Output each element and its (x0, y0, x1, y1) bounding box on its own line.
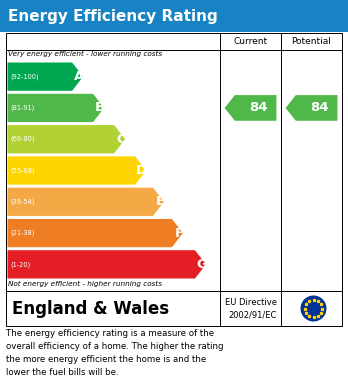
Text: Energy Efficiency Rating: Energy Efficiency Rating (8, 9, 218, 23)
Text: D: D (136, 164, 147, 177)
Text: (21-38): (21-38) (10, 230, 35, 236)
Polygon shape (8, 156, 146, 185)
Text: Potential: Potential (292, 37, 331, 46)
Text: G: G (196, 258, 207, 271)
Text: (81-91): (81-91) (10, 105, 35, 111)
Polygon shape (8, 188, 164, 216)
Circle shape (301, 296, 326, 321)
Text: The energy efficiency rating is a measure of the
overall efficiency of a home. T: The energy efficiency rating is a measur… (6, 329, 223, 377)
Bar (6, 33, 342, 291)
Text: B: B (95, 101, 105, 115)
Text: (69-80): (69-80) (10, 136, 35, 142)
Text: (39-54): (39-54) (10, 199, 35, 205)
Bar (0, 0, 348, 32)
Text: C: C (117, 133, 126, 146)
Text: Very energy efficient - lower running costs: Very energy efficient - lower running co… (8, 51, 162, 57)
Text: F: F (175, 226, 184, 240)
Text: EU Directive
2002/91/EC: EU Directive 2002/91/EC (225, 298, 277, 319)
Text: E: E (156, 195, 165, 208)
Text: (92-100): (92-100) (10, 74, 39, 80)
Polygon shape (8, 250, 206, 278)
Text: A: A (74, 70, 84, 83)
Polygon shape (8, 63, 83, 91)
Text: Current: Current (234, 37, 268, 46)
Text: 84: 84 (310, 101, 329, 115)
Polygon shape (8, 125, 125, 153)
Polygon shape (8, 219, 183, 247)
Text: Not energy efficient - higher running costs: Not energy efficient - higher running co… (8, 281, 162, 287)
Polygon shape (224, 95, 276, 121)
Text: (1-20): (1-20) (10, 261, 31, 267)
Text: England & Wales: England & Wales (12, 300, 169, 317)
Polygon shape (286, 95, 338, 121)
Text: (55-68): (55-68) (10, 167, 35, 174)
Bar (6, 291, 342, 326)
Polygon shape (8, 94, 104, 122)
Text: 84: 84 (249, 101, 268, 115)
